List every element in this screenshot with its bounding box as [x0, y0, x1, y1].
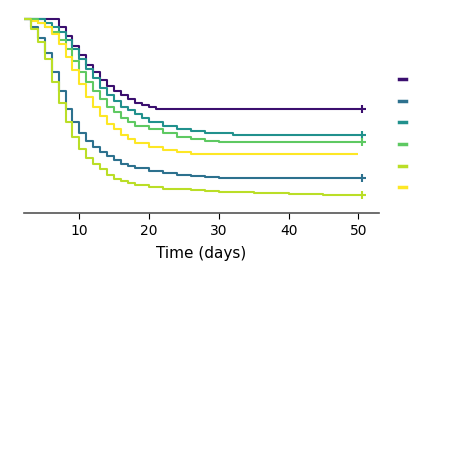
X-axis label: Time (days): Time (days) — [156, 246, 246, 261]
Legend: , , , , , : , , , , , — [393, 67, 416, 201]
